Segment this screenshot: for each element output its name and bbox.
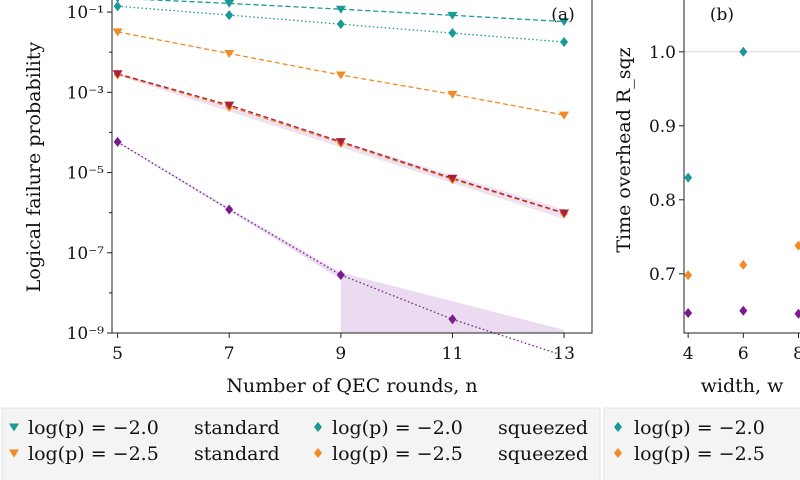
plot-frame-b bbox=[683, 0, 800, 334]
x-tick-label: 9 bbox=[335, 344, 346, 364]
data-point bbox=[739, 46, 748, 57]
data-point bbox=[448, 28, 457, 39]
x-tick-label: 11 bbox=[442, 344, 464, 364]
y-tick-label: 10⁻⁵ bbox=[67, 164, 105, 184]
y-tick-label: 10⁻⁷ bbox=[67, 244, 105, 264]
panel-b-chart: 4 6 8 0.7 0.8 0.9 1.0 (b) width, w Time overh… bbox=[613, 0, 800, 397]
panel-a-chart: 5 7 9 11 13 10⁻¹ 10⁻³ 10⁻⁵ 10⁻⁷ 10⁻⁹ (a) Number … bbox=[23, 0, 593, 397]
legend-entry-expr: log(p) = −2.5 bbox=[28, 443, 159, 465]
x-tick-label: 6 bbox=[738, 344, 749, 364]
y-tick-label: 0.7 bbox=[649, 265, 676, 285]
data-point bbox=[559, 209, 570, 218]
series-markers bbox=[684, 46, 800, 319]
data-point bbox=[113, 136, 122, 147]
legend-entry-kind: squeezed bbox=[498, 443, 588, 465]
y-axis-ticks: 10⁻¹ 10⁻³ 10⁻⁵ 10⁻⁷ 10⁻⁹ bbox=[67, 3, 112, 344]
legend-entry-expr: log(p) = −2.0 bbox=[634, 417, 765, 439]
data-point bbox=[224, 101, 235, 110]
data-point bbox=[225, 204, 234, 215]
legend-marker bbox=[614, 422, 622, 432]
legend-marker bbox=[9, 449, 19, 458]
data-point bbox=[684, 172, 693, 183]
x-axis-ticks: 5 7 9 11 13 bbox=[112, 333, 575, 364]
data-point bbox=[739, 259, 748, 270]
data-point bbox=[113, 1, 122, 12]
legend-entry-expr: log(p) = −2.5 bbox=[634, 443, 765, 465]
data-point bbox=[335, 71, 346, 80]
legend-marker bbox=[614, 448, 622, 458]
data-point bbox=[225, 10, 234, 21]
y-axis-label: Time overhead R_sqz bbox=[613, 47, 635, 252]
x-axis-ticks: 4 6 8 bbox=[683, 333, 800, 364]
legend-marker bbox=[9, 423, 19, 432]
confidence-band bbox=[117, 72, 565, 333]
y-tick-label: 10⁻³ bbox=[67, 83, 104, 103]
data-point bbox=[448, 314, 457, 325]
data-point bbox=[739, 305, 748, 316]
data-point bbox=[560, 36, 569, 47]
data-point bbox=[112, 28, 123, 37]
data-point bbox=[224, 0, 235, 8]
data-point bbox=[559, 111, 570, 120]
legend-entry-expr: log(p) = −2.0 bbox=[28, 417, 159, 439]
series-line bbox=[140, 0, 565, 23]
legend-a: log(p) = −2.0 standard log(p) = −2.0 squeez… bbox=[9, 417, 588, 465]
y-tick-label: 10⁻⁹ bbox=[67, 324, 105, 344]
data-point bbox=[447, 90, 458, 99]
legend-entry-kind: standard bbox=[194, 417, 280, 439]
series-markers bbox=[112, 0, 570, 325]
data-point bbox=[684, 270, 693, 281]
legend-entry-kind: standard bbox=[194, 443, 280, 465]
series-line bbox=[117, 141, 559, 355]
legend-a-frame bbox=[1, 407, 601, 480]
legend-marker bbox=[314, 448, 322, 458]
panel-letter-a: (a) bbox=[551, 5, 574, 25]
x-axis-label: width, w bbox=[701, 375, 784, 397]
y-axis-label: Logical failure probability bbox=[23, 42, 45, 293]
data-point bbox=[112, 70, 123, 79]
y-tick-label: 10⁻¹ bbox=[67, 3, 104, 23]
data-point bbox=[336, 269, 345, 280]
legend-b-frame bbox=[603, 407, 800, 480]
data-point bbox=[335, 5, 346, 14]
data-point bbox=[336, 19, 345, 30]
data-point bbox=[447, 11, 458, 20]
data-point bbox=[684, 308, 693, 319]
legend-entry-expr: log(p) = −2.5 bbox=[332, 443, 463, 465]
series-line bbox=[117, 5, 565, 43]
data-point bbox=[447, 174, 458, 183]
x-tick-label: 13 bbox=[553, 344, 575, 364]
data-point bbox=[794, 308, 800, 319]
y-axis-ticks: 0.7 0.8 0.9 1.0 bbox=[649, 43, 684, 285]
legend-entry-expr: log(p) = −2.0 bbox=[332, 417, 463, 439]
data-point bbox=[559, 18, 570, 27]
x-tick-label: 5 bbox=[112, 344, 123, 364]
panel-letter-b: (b) bbox=[710, 5, 734, 25]
legend-entry-kind: squeezed bbox=[498, 417, 588, 439]
shaded-band bbox=[117, 141, 565, 333]
plot-frame-a bbox=[111, 0, 593, 334]
x-tick-label: 7 bbox=[224, 344, 235, 364]
x-tick-label: 4 bbox=[683, 344, 694, 364]
x-axis-label: Number of QEC rounds, n bbox=[226, 375, 477, 397]
x-tick-label: 8 bbox=[793, 344, 800, 364]
data-point bbox=[335, 138, 346, 147]
legend-b: log(p) = −2.0 log(p) = −2.5 bbox=[614, 417, 765, 465]
y-tick-label: 0.9 bbox=[649, 117, 676, 137]
y-tick-label: 1.0 bbox=[649, 43, 676, 63]
data-point bbox=[224, 49, 235, 58]
legend-marker bbox=[314, 422, 322, 432]
y-tick-label: 0.8 bbox=[649, 191, 676, 211]
data-point bbox=[794, 240, 800, 251]
